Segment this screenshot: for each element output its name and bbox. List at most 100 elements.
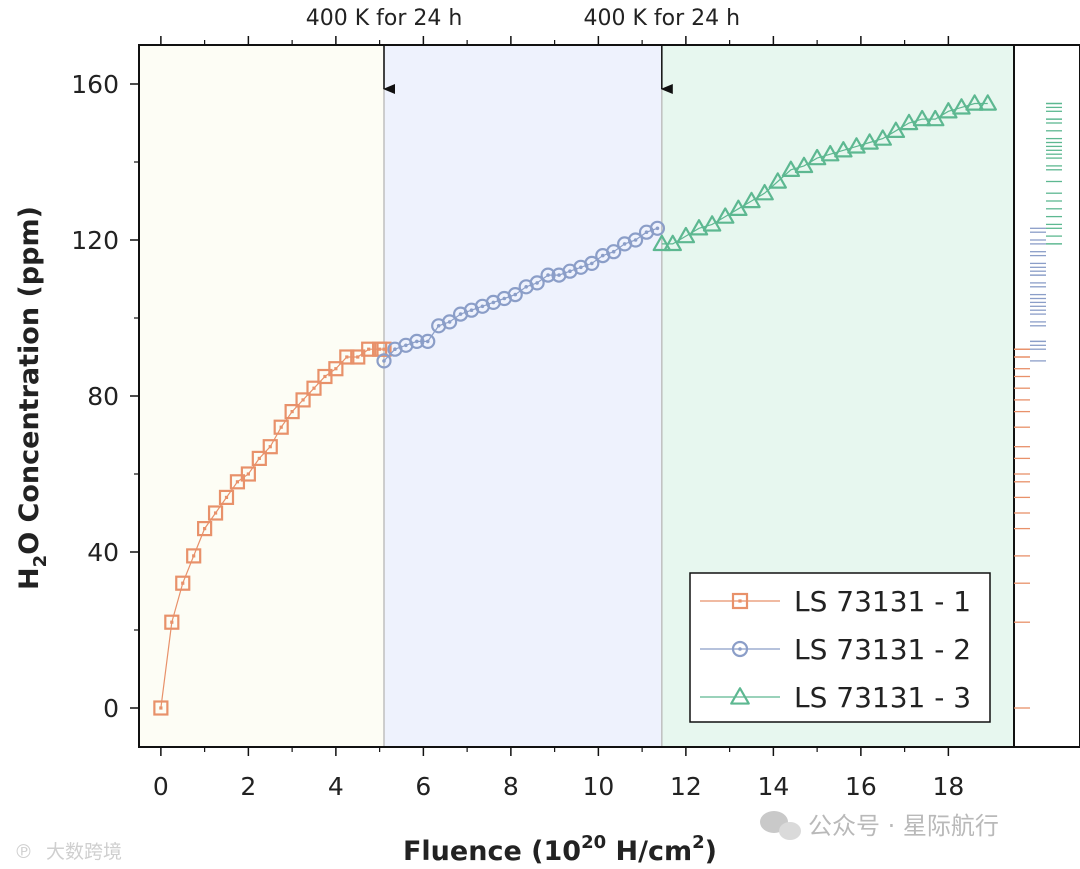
x-axis-ticks: 0 2 4 6 8 10 12 14 16 18: [153, 36, 964, 801]
data-point-triangle: [926, 109, 945, 127]
legend: LS 73131 - 1 LS 73131 - 2 LS 73131 - 3: [689, 572, 991, 723]
data-point-triangle: [807, 148, 827, 166]
data-point-square: [306, 380, 322, 396]
data-point-square: [175, 575, 191, 591]
data-point-triangle: [729, 199, 748, 216]
data-point-square: [197, 520, 213, 537]
data-point-square: [218, 489, 235, 505]
data-point-circle: [376, 353, 392, 369]
data-point-triangle: [768, 172, 787, 189]
x-axis-title: Fluence (1020 H/cm2): [403, 832, 717, 867]
data-point-triangle: [873, 129, 892, 146]
rug-plot: [1014, 102, 1062, 709]
legend-label-3: LS 73131 - 3: [794, 681, 971, 714]
data-point-square: [229, 474, 246, 490]
data-point-triangle: [676, 226, 696, 244]
legend-label-2: LS 73131 - 2: [794, 633, 971, 666]
data-point-square: [350, 349, 366, 365]
x-tick-label: 0: [153, 772, 169, 801]
data-point-triangle: [886, 121, 906, 138]
data-point-circle: [442, 314, 458, 330]
annotations: 400 K for 24 h 400 K for 24 h: [306, 6, 741, 94]
data-point-square: [376, 341, 392, 357]
data-point-triangle: [965, 94, 984, 111]
data-point-square: [153, 700, 169, 716]
data-point-circle: [584, 255, 600, 271]
data-point-triangle: [716, 207, 735, 224]
series-layer: [153, 94, 997, 716]
y-tick-label: 120: [71, 226, 119, 255]
data-point-circle: [540, 267, 556, 283]
data-point-square: [361, 341, 377, 357]
data-point-triangle: [912, 109, 932, 127]
annotation-text-2: 400 K for 24 h: [584, 6, 741, 31]
data-point-circle: [649, 220, 666, 236]
x-tick-label: 8: [503, 772, 519, 801]
x-tick-label: 6: [415, 772, 431, 801]
x-tick-label: 14: [757, 772, 789, 801]
x-tick-label: 18: [932, 772, 964, 801]
data-point-square: [207, 505, 224, 521]
data-point-circle: [409, 333, 425, 349]
data-point-triangle: [847, 137, 866, 154]
x-tick-label: 12: [670, 772, 702, 801]
corner-watermark-text: 大数跨境: [46, 841, 122, 863]
annotation-text-1: 400 K for 24 h: [306, 6, 463, 31]
data-point-triangle: [794, 156, 814, 174]
data-point-square: [262, 439, 278, 455]
region-boundaries: [383, 45, 663, 747]
data-point-square: [251, 450, 267, 466]
y-axis-title: H2O Concentration (ppm): [14, 206, 51, 590]
data-point-circle: [627, 232, 644, 248]
x-tick-label: 4: [328, 772, 344, 801]
data-point-square: [273, 419, 289, 435]
wechat-watermark-text: 公众号 · 星际航行: [808, 812, 999, 840]
y-tick-label: 160: [71, 70, 119, 99]
legend-marker-square: [731, 592, 749, 610]
data-point-circle: [529, 275, 545, 291]
data-point-circle: [606, 244, 622, 260]
corner-watermark: ℗ 大数跨境: [14, 841, 122, 863]
x-tick-label: 10: [582, 772, 614, 801]
wechat-icon: [760, 811, 801, 840]
data-point-square: [317, 368, 333, 385]
corner-logo-icon: ℗: [14, 841, 33, 863]
y-tick-label: 80: [87, 382, 119, 411]
data-point-triangle: [952, 98, 971, 115]
data-point-triangle: [899, 113, 919, 131]
x-tick-label: 2: [240, 772, 256, 801]
wechat-watermark: 公众号 · 星际航行: [760, 811, 999, 840]
y-tick-label: 0: [103, 694, 119, 723]
data-point-triangle: [755, 183, 774, 201]
data-point-square: [284, 404, 300, 420]
data-point-triangle: [821, 144, 840, 162]
region-1: [139, 45, 384, 747]
legend-label-1: LS 73131 - 1: [794, 585, 971, 618]
x-tick-label: 16: [845, 772, 877, 801]
data-point-circle: [420, 333, 436, 349]
data-point-triangle: [834, 141, 853, 158]
data-point-square: [186, 548, 202, 564]
data-point-square: [295, 392, 311, 408]
legend-marker-triangle: [730, 687, 750, 705]
data-point-triangle: [978, 94, 997, 111]
data-point-square: [328, 361, 344, 377]
data-point-square: [240, 466, 256, 482]
data-point-triangle: [689, 219, 709, 236]
data-point-triangle: [742, 191, 761, 209]
legend-marker-circle: [731, 640, 749, 658]
rug-panel-frame: [1013, 44, 1080, 748]
data-point-triangle: [702, 215, 722, 232]
data-point-triangle: [939, 102, 958, 119]
data-point-triangle: [652, 234, 672, 252]
y-tick-label: 40: [87, 538, 119, 567]
data-point-square: [339, 349, 355, 365]
y-axis-ticks: 0 40 80 120 160: [71, 70, 139, 723]
data-point-square: [164, 614, 180, 630]
data-point-triangle: [860, 133, 879, 150]
data-point-triangle: [781, 160, 801, 177]
data-point-triangle: [663, 234, 682, 252]
region-2: [384, 45, 662, 747]
data-point-circle: [507, 287, 523, 303]
